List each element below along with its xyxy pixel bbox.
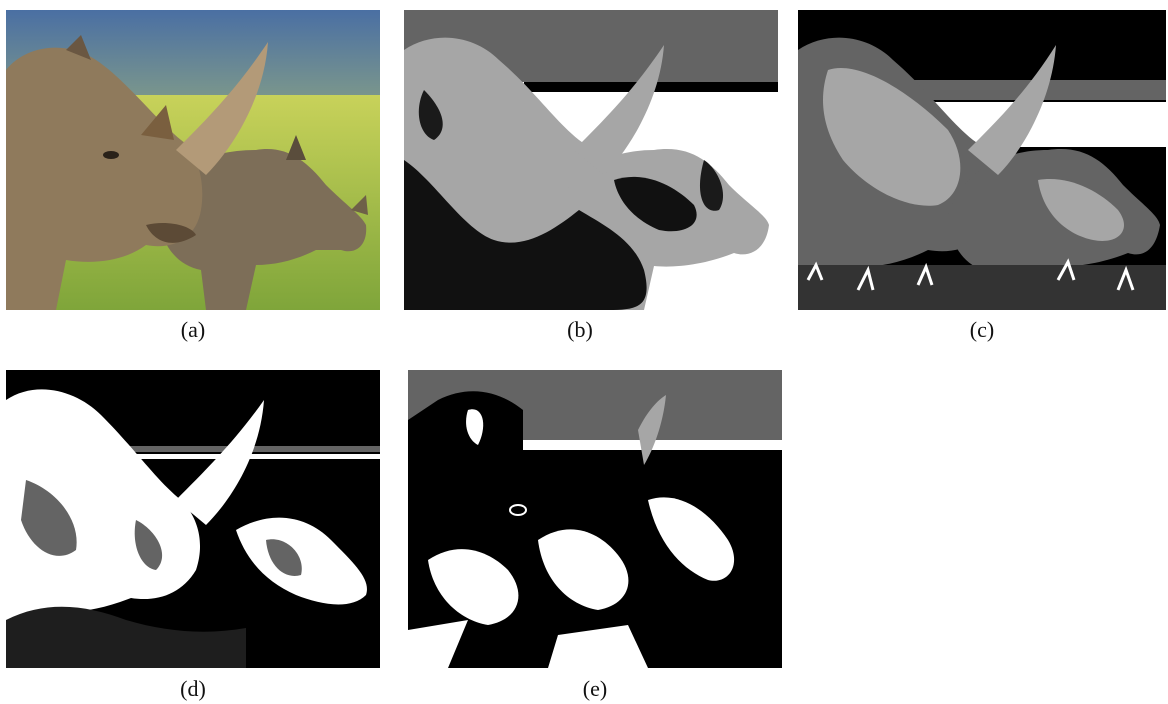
caption-b: (b) xyxy=(567,317,593,342)
panel-c-segmentation xyxy=(798,10,1166,310)
caption-d: (d) xyxy=(180,676,206,701)
segmentation-e-image xyxy=(408,370,782,668)
segmentation-c-image xyxy=(798,10,1166,310)
panel-a-photo xyxy=(6,10,380,310)
caption-a: (a) xyxy=(180,317,206,342)
caption-e: (e) xyxy=(582,676,608,701)
panel-e-segmentation xyxy=(408,370,782,668)
panel-b-segmentation xyxy=(404,10,778,310)
segmentation-b-image xyxy=(404,10,778,310)
segmentation-d-image xyxy=(6,370,380,668)
rhino-photo-image xyxy=(6,10,380,310)
panel-d-segmentation xyxy=(6,370,380,668)
caption-c: (c) xyxy=(969,317,995,342)
